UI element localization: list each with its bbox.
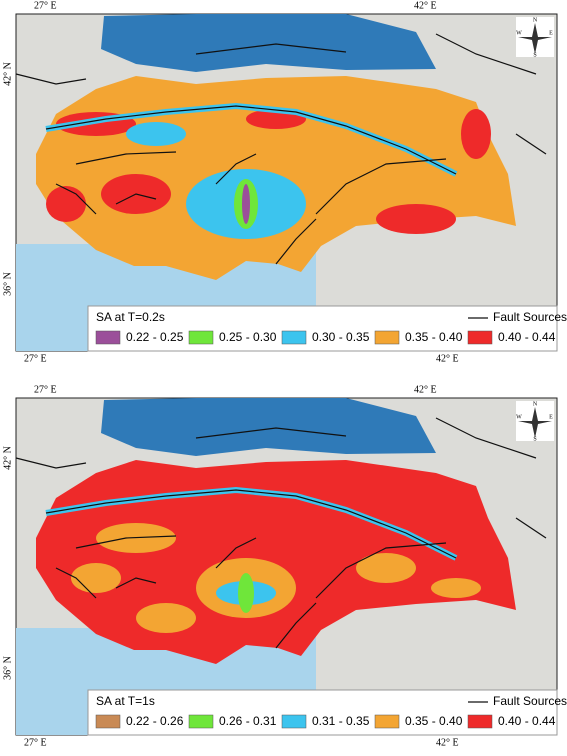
legend-label: 0.40 - 0.44 bbox=[498, 714, 556, 728]
fault-line bbox=[435, 417, 537, 459]
hazard-zone bbox=[461, 109, 491, 159]
coord-label: 36° N bbox=[2, 272, 13, 296]
compass-n: N bbox=[533, 401, 538, 407]
fault-line bbox=[45, 105, 457, 175]
fault-line bbox=[275, 218, 317, 265]
fault-line bbox=[275, 602, 317, 649]
fault-line bbox=[15, 73, 87, 85]
fault-line bbox=[115, 193, 157, 205]
legend-title: SA at T=1s bbox=[96, 694, 155, 708]
coord-label: 27° E bbox=[34, 384, 57, 395]
legend-title: SA at T=0.2s bbox=[96, 310, 165, 324]
fault-line bbox=[55, 183, 97, 215]
coord-label: 42° N bbox=[2, 446, 13, 470]
compass-s: S bbox=[533, 52, 536, 58]
hazard-zone bbox=[71, 563, 121, 593]
hazard-zone bbox=[238, 573, 254, 613]
compass-e: E bbox=[549, 30, 553, 36]
black-sea bbox=[101, 14, 436, 72]
compass-rose bbox=[518, 407, 552, 438]
legend-swatch bbox=[188, 330, 214, 345]
fault-line bbox=[45, 489, 457, 559]
map-panel: N S W E SA at T=1s Fault Sources 0.22 - 0.26 0.… bbox=[15, 397, 567, 736]
hazard-zone bbox=[376, 204, 456, 234]
hazard-zone bbox=[356, 553, 416, 583]
black-sea bbox=[101, 398, 436, 456]
legend-label: 0.40 - 0.44 bbox=[498, 330, 556, 344]
legend-swatch bbox=[467, 330, 493, 345]
coord-label: 36° N bbox=[2, 656, 13, 680]
legend-swatch bbox=[374, 714, 400, 729]
compass-n: N bbox=[533, 17, 538, 23]
fault-line bbox=[215, 153, 257, 185]
legend-swatch bbox=[281, 714, 307, 729]
fault-line bbox=[215, 537, 257, 569]
legend-label: 0.25 - 0.30 bbox=[219, 330, 277, 344]
compass-rose bbox=[518, 23, 552, 54]
legend: SA at T=1s Fault Sources 0.22 - 0.26 0.26 -… bbox=[87, 689, 567, 736]
fault-line bbox=[115, 577, 157, 589]
map-panel: N S W E SA at T=0.2s Fault Sources 0.22 - 0.25… bbox=[15, 13, 567, 352]
fault-line bbox=[75, 535, 177, 549]
fault-line bbox=[515, 517, 547, 539]
legend-label: 0.35 - 0.40 bbox=[405, 714, 463, 728]
coord-label: 42° N bbox=[2, 62, 13, 86]
fault-line bbox=[195, 427, 347, 439]
legend-label: 0.31 - 0.35 bbox=[312, 714, 370, 728]
fault-line bbox=[195, 43, 347, 55]
legend-fault-label: Fault Sources bbox=[493, 694, 567, 708]
legend-label: 0.35 - 0.40 bbox=[405, 330, 463, 344]
coord-label: 27° E bbox=[34, 0, 57, 11]
legend-label: 0.22 - 0.26 bbox=[126, 714, 184, 728]
hazard-zone bbox=[126, 122, 186, 146]
fault-line bbox=[15, 457, 87, 469]
fault-line bbox=[515, 133, 547, 155]
legend-swatch bbox=[467, 714, 493, 729]
legend-swatch bbox=[374, 330, 400, 345]
coord-label: 42° E bbox=[414, 384, 437, 395]
hazard-zone bbox=[431, 578, 481, 598]
coord-label: 27° E bbox=[24, 737, 47, 748]
hazard-zone bbox=[136, 603, 196, 633]
coord-label: 42° E bbox=[436, 353, 459, 364]
fault-line bbox=[75, 151, 177, 165]
legend-label: 0.30 - 0.35 bbox=[312, 330, 370, 344]
compass-w: W bbox=[516, 30, 522, 36]
legend-swatch bbox=[188, 714, 214, 729]
fault-line bbox=[55, 567, 97, 599]
coord-label: 27° E bbox=[24, 353, 47, 364]
legend-label: 0.22 - 0.25 bbox=[126, 330, 184, 344]
legend-swatch bbox=[95, 330, 121, 345]
legend-swatch bbox=[281, 330, 307, 345]
coord-label: 42° E bbox=[436, 737, 459, 748]
legend: SA at T=0.2s Fault Sources 0.22 - 0.25 0.25… bbox=[87, 305, 567, 352]
legend-swatch bbox=[95, 714, 121, 729]
compass-e: E bbox=[549, 414, 553, 420]
compass-s: S bbox=[533, 436, 536, 442]
fault-line bbox=[435, 33, 537, 75]
legend-fault-label: Fault Sources bbox=[493, 310, 567, 324]
legend-label: 0.26 - 0.31 bbox=[219, 714, 277, 728]
hazard-zone bbox=[46, 186, 86, 222]
hazard-zone bbox=[242, 184, 250, 224]
fault-line bbox=[315, 542, 447, 599]
coord-label: 42° E bbox=[414, 0, 437, 11]
fault-line bbox=[315, 158, 447, 215]
compass-w: W bbox=[516, 414, 522, 420]
